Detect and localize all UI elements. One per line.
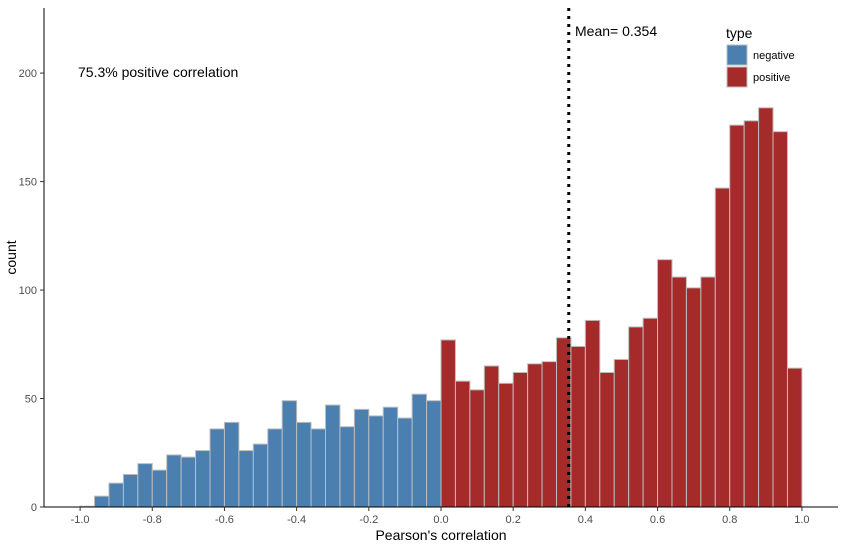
negative-bar <box>151 469 168 508</box>
negative-bar <box>397 417 413 508</box>
y-tick-label: 50 <box>25 394 37 406</box>
negative-bar <box>252 443 269 508</box>
negative-bar <box>108 482 124 508</box>
positive-correlation-annotation: 75.3% positive correlation <box>78 64 238 80</box>
positive-bar <box>642 317 659 508</box>
positive-bar <box>743 120 760 508</box>
positive-bar <box>584 319 601 508</box>
negative-bar <box>180 456 197 508</box>
positive-bar <box>570 345 586 508</box>
negative-bar <box>353 408 370 508</box>
positive-bar <box>772 131 788 508</box>
y-tick-label: 0 <box>31 502 37 514</box>
positive-bar <box>469 389 485 508</box>
negative-bar <box>238 450 254 508</box>
y-tick-label: 150 <box>19 177 37 189</box>
negative-bar <box>382 406 399 508</box>
positive-bar <box>541 361 557 508</box>
legend-label-negative: negative <box>753 50 795 62</box>
positive-bar <box>498 382 514 508</box>
axes-group: -1.0 -0.8 -0.6 -0.4 -0.2 0.0 0.2 0.4 0.6 0.8 1.0 0 5… <box>19 8 838 526</box>
positive-bar <box>657 259 673 508</box>
positive-bar <box>714 187 731 508</box>
x-tick-label: -0.8 <box>143 514 162 526</box>
y-tick-label: 200 <box>19 68 37 80</box>
y-axis-title: count <box>3 240 19 274</box>
positive-bar <box>599 371 615 508</box>
negative-bar <box>339 426 355 508</box>
positive-bar <box>454 380 471 508</box>
negative-bar <box>209 428 225 508</box>
mean-label: Mean= 0.354 <box>575 23 657 39</box>
positive-bar <box>613 358 630 508</box>
positive-bar <box>512 371 529 508</box>
positive-bar <box>700 276 716 508</box>
negative-bar <box>281 400 298 508</box>
negative-bar <box>195 450 211 508</box>
positive-bar <box>685 287 702 508</box>
x-tick-label: -0.4 <box>287 514 306 526</box>
positive-bar <box>671 276 687 508</box>
legend-label-positive: positive <box>753 72 790 84</box>
bars-group <box>79 107 803 508</box>
negative-bar <box>310 428 327 508</box>
positive-bar <box>483 365 500 508</box>
negative-bar <box>411 393 428 508</box>
negative-bar <box>426 400 442 508</box>
negative-bar <box>122 473 139 508</box>
x-tick-label: -0.6 <box>215 514 234 526</box>
negative-bar <box>267 428 283 508</box>
x-tick-label: 0.0 <box>433 514 448 526</box>
x-tick-label: 0.4 <box>578 514 593 526</box>
positive-bar <box>527 363 543 508</box>
positive-bar <box>758 107 774 508</box>
legend: type negative positive <box>726 25 795 88</box>
y-tick-label: 100 <box>19 285 37 297</box>
negative-bar <box>223 421 240 508</box>
negative-bar <box>325 404 341 508</box>
positive-bar <box>440 339 456 508</box>
x-tick-label: 0.6 <box>650 514 665 526</box>
negative-bar <box>296 421 312 508</box>
x-tick-label: 0.8 <box>722 514 737 526</box>
legend-key-positive <box>726 66 748 88</box>
x-tick-label: -1.0 <box>71 514 90 526</box>
legend-title: type <box>726 25 753 41</box>
positive-bar <box>729 124 745 508</box>
positive-bar <box>786 367 803 508</box>
x-tick-label: 0.2 <box>506 514 521 526</box>
legend-key-negative <box>726 44 748 66</box>
positive-bar <box>628 326 644 508</box>
negative-bar <box>166 454 182 508</box>
negative-bar <box>94 495 110 508</box>
negative-bar <box>137 463 153 508</box>
x-axis-title: Pearson's correlation <box>375 527 506 543</box>
x-tick-label: 1.0 <box>794 514 809 526</box>
x-tick-label: -0.2 <box>359 514 378 526</box>
negative-bar <box>368 415 384 508</box>
